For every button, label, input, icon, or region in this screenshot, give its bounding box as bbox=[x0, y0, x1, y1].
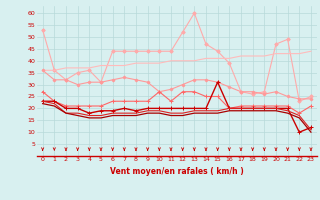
X-axis label: Vent moyen/en rafales ( km/h ): Vent moyen/en rafales ( km/h ) bbox=[110, 167, 244, 176]
